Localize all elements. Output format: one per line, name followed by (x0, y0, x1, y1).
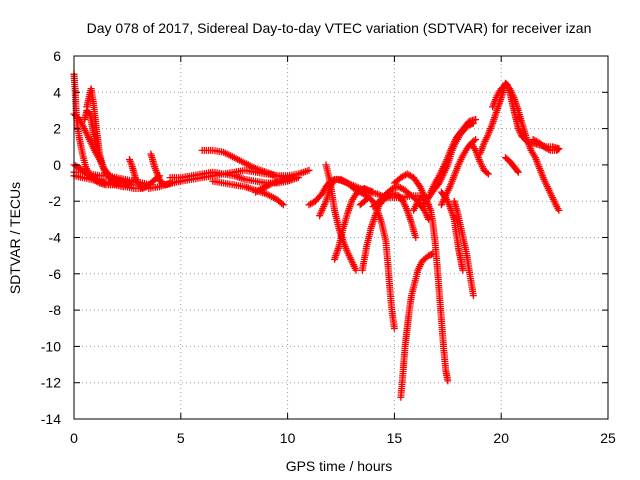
y-tick-label: -6 (49, 266, 62, 282)
series-arc14 (252, 174, 296, 196)
series-arc31 (489, 81, 563, 214)
data-point-markers (502, 154, 522, 176)
x-tick-label: 0 (70, 430, 78, 446)
series-arc26 (427, 116, 480, 196)
y-tick-label: -2 (49, 193, 62, 209)
axis-layer: 0 5 10 15 20 25 -14 -12 -10 -8 -6 -4 -2 0 2 4 6 (41, 48, 616, 446)
series-arc23 (397, 250, 437, 401)
x-tick-label: 10 (280, 430, 296, 446)
data-point-markers (397, 250, 437, 401)
series-arc12 (198, 146, 292, 182)
data-marks-layer (70, 70, 563, 401)
data-point-markers (198, 146, 292, 182)
data-point-markers (450, 197, 477, 300)
series-arc4 (81, 106, 112, 178)
y-tick-label: 2 (53, 121, 61, 137)
series-arc21 (369, 183, 433, 223)
grid-layer (74, 56, 608, 419)
x-tick-label: 15 (387, 430, 403, 446)
series-arc8 (126, 156, 163, 192)
data-point-markers (437, 188, 467, 274)
data-point-markers (252, 174, 296, 196)
data-point-markers (81, 106, 112, 178)
series-arc33 (502, 154, 522, 176)
y-tick-label: -4 (49, 230, 62, 246)
data-point-markers (369, 183, 433, 223)
y-tick-label: 4 (53, 84, 61, 100)
y-tick-label: -8 (49, 302, 62, 318)
chart-title: Day 078 of 2017, Sidereal Day-to-day VTE… (87, 20, 592, 36)
data-point-markers (126, 156, 163, 192)
y-tick-label: -12 (41, 375, 61, 391)
x-tick-label: 5 (177, 430, 185, 446)
series-arc28 (437, 188, 467, 274)
series-arc20 (358, 190, 420, 274)
x-tick-label: 25 (600, 430, 616, 446)
data-point-markers (467, 139, 492, 178)
x-axis-label: GPS time / hours (286, 458, 393, 474)
series-arc18 (331, 185, 377, 263)
y-tick-label: -10 (41, 338, 61, 354)
series-arc34 (529, 136, 563, 154)
data-point-markers (331, 185, 377, 263)
x-tick-label: 20 (493, 430, 509, 446)
data-point-markers (358, 190, 420, 274)
y-tick-label: -14 (41, 411, 61, 427)
data-point-markers (489, 81, 563, 214)
y-tick-label: 0 (53, 157, 61, 173)
data-point-markers (427, 116, 480, 196)
series-arc29 (450, 197, 477, 300)
series-arc32 (467, 139, 492, 178)
y-axis-label: SDTVAR / TECUs (7, 182, 23, 294)
y-tick-label: 6 (53, 48, 61, 64)
data-point-markers (529, 136, 563, 154)
